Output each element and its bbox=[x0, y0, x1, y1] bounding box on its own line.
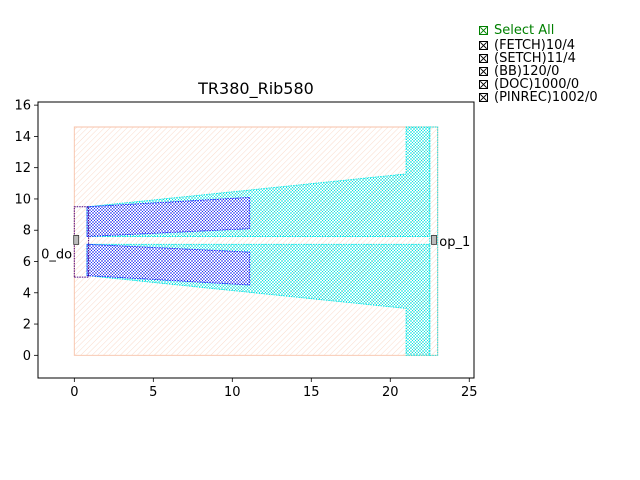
port-marker bbox=[73, 234, 80, 245]
layer-label: (BB)120/0 bbox=[494, 64, 560, 79]
port-label: 0_do bbox=[41, 248, 72, 263]
checkbox-icon[interactable] bbox=[479, 80, 488, 89]
layout-polygon bbox=[86, 243, 251, 286]
y-tick-label: 8 bbox=[23, 224, 31, 239]
polygon-layer bbox=[73, 126, 439, 356]
port-marker bbox=[431, 234, 437, 245]
port-label: op_1 bbox=[439, 235, 470, 250]
checkbox-icon[interactable] bbox=[479, 54, 488, 63]
checkbox-icon[interactable] bbox=[479, 93, 488, 102]
y-tick-label: 6 bbox=[23, 255, 31, 270]
checkbox-icon[interactable] bbox=[479, 67, 488, 76]
layer-toggle-fetch[interactable]: (FETCH)10/4 bbox=[479, 39, 598, 52]
layer-label: (PINREC)1002/0 bbox=[494, 90, 598, 105]
x-tick-label: 0 bbox=[70, 385, 78, 400]
layer-toggle-pinrec[interactable]: (PINREC)1002/0 bbox=[479, 91, 598, 104]
layer-toggle-doc[interactable]: (DOC)1000/0 bbox=[479, 78, 598, 91]
port-layer: 0_do op_1 bbox=[41, 234, 470, 263]
y-tick-label: 4 bbox=[23, 286, 31, 301]
x-tick-label: 15 bbox=[303, 385, 320, 400]
y-tick-label: 12 bbox=[14, 161, 31, 176]
select-all-checkbox-icon[interactable] bbox=[479, 25, 488, 35]
y-tick-label: 2 bbox=[23, 318, 31, 333]
layer-label: (SETCH)11/4 bbox=[494, 51, 576, 66]
x-tick-label: 20 bbox=[382, 385, 399, 400]
y-tick-label: 14 bbox=[14, 130, 31, 145]
y-tick-label: 16 bbox=[14, 99, 31, 114]
y-tick-label: 10 bbox=[14, 192, 31, 207]
axis-layer: 0 5 10 15 20 25 0 2 4 6 8 10 12 14 16 bbox=[14, 99, 477, 400]
chart-title: TR380_Rib580 bbox=[197, 79, 314, 99]
layer-toggle-setch[interactable]: (SETCH)11/4 bbox=[479, 52, 598, 65]
layout-polygon bbox=[86, 196, 251, 237]
layer-panel: Select All (FETCH)10/4 (SETCH)11/4 (BB)1… bbox=[479, 22, 598, 104]
x-tick-label: 10 bbox=[224, 385, 241, 400]
select-all-toggle[interactable]: Select All bbox=[479, 22, 598, 38]
layout-polygon bbox=[429, 126, 439, 356]
x-tick-label: 5 bbox=[149, 385, 157, 400]
y-tick-label: 0 bbox=[23, 349, 31, 364]
layout-polygon bbox=[73, 126, 439, 356]
checkbox-icon[interactable] bbox=[479, 41, 488, 50]
layer-label: (FETCH)10/4 bbox=[494, 38, 576, 53]
select-all-label: Select All bbox=[494, 22, 555, 38]
layer-label: (DOC)1000/0 bbox=[494, 77, 580, 92]
layer-toggle-bb[interactable]: (BB)120/0 bbox=[479, 65, 598, 78]
x-tick-label: 25 bbox=[461, 385, 478, 400]
